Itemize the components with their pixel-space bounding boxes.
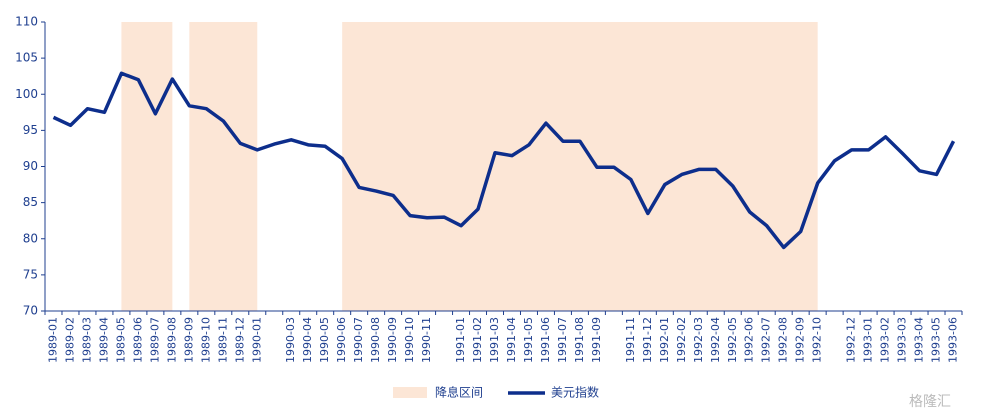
x-tick-label: 1991-12 [641,317,654,363]
x-tick-label: 1990-09 [386,317,399,363]
x-tick-label: 1989-11 [216,317,229,363]
x-tick-label: 1993-01 [862,317,875,363]
x-tick-label: 1992-06 [743,317,756,363]
legend-swatch [393,387,427,398]
x-tick-label: 1989-09 [182,317,195,363]
x-tick-label: 1993-06 [947,317,960,363]
x-tick-label: 1989-06 [131,317,144,363]
x-tick-label: 1992-05 [726,317,739,363]
y-tick-label: 85 [23,195,38,209]
x-tick-label: 1990-04 [301,317,314,363]
x-tick-label: 1989-04 [97,317,110,363]
x-tick-label: 1993-04 [913,317,926,363]
x-tick-label: 1990-01 [250,317,263,363]
x-tick-label: 1989-07 [148,317,161,363]
x-tick-label: 1989-03 [80,317,93,363]
x-tick-label: 1989-01 [46,317,59,363]
y-tick-label: 70 [23,304,38,318]
x-tick-label: 1990-11 [420,317,433,363]
y-tick-label: 110 [15,15,38,29]
x-tick-label: 1992-08 [777,317,790,363]
x-tick-label: 1991-02 [471,317,484,363]
x-tick-label: 1993-03 [896,317,909,363]
x-tick-label: 1990-06 [335,317,348,363]
y-tick-label: 105 [15,51,38,65]
line [52,71,956,250]
x-tick-label: 1992-04 [709,317,722,363]
x-tick-label: 1989-08 [165,317,178,363]
x-tick-label: 1992-09 [794,317,807,363]
y-tick-label: 90 [23,159,38,173]
x-tick-label: 1993-05 [930,317,943,363]
legend-label: 降息区间 [435,385,483,400]
x-tick-label: 1993-02 [879,317,892,363]
x-tick-label: 1992-01 [658,317,671,363]
x-tick-label: 1992-02 [675,317,688,363]
y-tick-label: 80 [23,231,38,245]
shaded-range [189,22,258,311]
x-tick-label: 1991-08 [573,317,586,363]
x-tick-label: 1990-05 [318,317,331,363]
x-tick-label: 1992-12 [845,317,858,363]
x-tick-label: 1989-05 [114,317,127,363]
x-tick-label: 1992-10 [811,317,824,363]
shaded-range [342,22,818,311]
x-tick-label: 1991-11 [624,317,637,363]
x-tick-label: 1990-07 [352,317,365,363]
x-tick-label: 1991-07 [556,317,569,363]
x-tick-label: 1990-08 [369,317,382,363]
x-tick-label: 1991-05 [522,317,535,363]
x-tick-label: 1991-04 [505,317,518,363]
x-tick-label: 1991-03 [488,317,501,363]
x-tick-label: 1989-10 [199,317,212,363]
x-tick-label: 1991-09 [590,317,603,363]
x-tick-label: 1991-06 [539,317,552,363]
x-tick-label: 1989-12 [233,317,246,363]
watermark: 格隆汇 [909,394,951,410]
y-tick-label: 95 [23,123,38,137]
x-tick-label: 1990-03 [284,317,297,363]
x-tick-label: 1989-02 [63,317,76,363]
shaded-range [121,22,173,311]
x-tick-label: 1991-01 [454,317,467,363]
x-tick-label: 1992-07 [760,317,773,363]
y-tick-label: 100 [15,87,38,101]
y-tick-label: 75 [23,267,38,281]
x-tick-label: 1990-10 [403,317,416,363]
legend-label: 美元指数 [551,385,599,400]
x-tick-label: 1992-03 [692,317,705,363]
